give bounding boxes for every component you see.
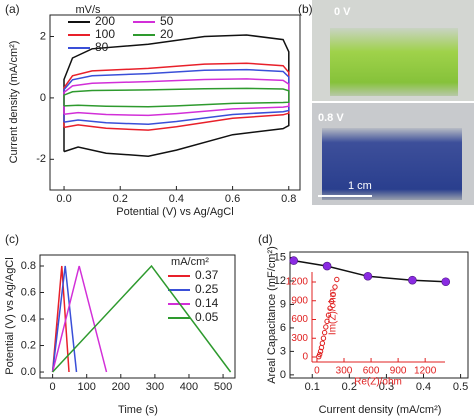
x-tick-label: 0.4: [416, 381, 431, 393]
data-point: [322, 261, 332, 271]
y-tick-label: 2: [40, 30, 46, 42]
data-point: [325, 312, 332, 318]
y-tick-label: 3: [280, 345, 286, 357]
panel-label: (a): [5, 2, 20, 16]
x-tick-label: 400: [180, 381, 198, 393]
y-tick-label: -2: [36, 153, 46, 165]
y-tick-label: 12: [274, 275, 286, 287]
x-tick-label: 0: [50, 381, 56, 393]
y-tick-label: 0: [302, 352, 308, 363]
y-tick-label: 0.2: [21, 339, 36, 351]
y-tick-label: 900: [291, 295, 308, 306]
panel-label: (d): [258, 232, 273, 246]
x-tick-label: 1200: [414, 366, 437, 377]
data-point: [323, 324, 329, 330]
series-line: [63, 78, 290, 117]
data-point: [319, 340, 326, 346]
x-tick-label: 0.1: [305, 381, 320, 393]
series-line: [51, 265, 108, 373]
series-line: [51, 265, 78, 373]
y-tick-label: 0.4: [21, 313, 36, 325]
legend-label: 0.14: [195, 296, 219, 310]
y-axis-label: Current density (mA/cm²): [8, 41, 20, 164]
legend-label: 0.25: [195, 282, 219, 296]
y-tick-label: 0: [280, 369, 286, 381]
series-line: [63, 87, 290, 108]
x-tick-label: 0.4: [169, 193, 184, 205]
y-tick-label: 0.8: [21, 260, 36, 272]
x-tick-label: 0.2: [342, 381, 357, 393]
photo-panel: (b) 0 V 0.8 V 1 cm: [298, 0, 474, 205]
panel-label: (c): [5, 232, 19, 246]
y-tick-label: 15: [274, 251, 286, 263]
legend-label: 200: [95, 14, 115, 28]
y-tick-label: 0.6: [21, 286, 36, 298]
series-line: [51, 265, 70, 373]
x-tick-label: 500: [214, 381, 232, 393]
legend-label: 100: [95, 27, 115, 41]
y-tick-label: 600: [291, 314, 308, 325]
legend-label: 80: [95, 40, 109, 54]
photo-green-jar: [330, 28, 458, 96]
series-line: [63, 62, 290, 131]
scale-label: 1 cm: [348, 180, 372, 192]
x-tick-label: 0.0: [56, 193, 71, 205]
data-point: [330, 291, 336, 298]
y-axis-label: Areal Capacitance (mF/cm²): [266, 246, 278, 384]
plot-frame: [39, 254, 236, 379]
x-axis-label: Time (s): [118, 404, 158, 416]
legend-title: mV/s: [75, 4, 101, 16]
x-tick-label: 600: [363, 366, 380, 377]
x-tick-label: 0.6: [225, 193, 240, 205]
plot-frame: [49, 14, 301, 191]
y-axis-label: Im(Z)/ohm: [328, 289, 339, 335]
data-point: [321, 329, 328, 336]
x-tick-label: 900: [390, 366, 407, 377]
y-axis-label: Potential (V) vs Ag/AgCl: [4, 257, 16, 374]
data-point: [408, 275, 417, 285]
data-point: [441, 277, 451, 287]
data-point: [324, 318, 330, 325]
data-point: [334, 276, 340, 283]
data-point: [289, 256, 299, 265]
plot-frame: [289, 251, 469, 379]
photo-top-label: 0 V: [334, 6, 351, 18]
data-point: [316, 351, 323, 358]
x-tick-label: 300: [146, 381, 164, 393]
series-line: [63, 34, 290, 157]
x-axis-label: Current density (mA/cm²): [319, 404, 442, 416]
panel-label: (b): [298, 2, 313, 16]
y-tick-label: 9: [280, 298, 286, 310]
y-tick-label: 0.0: [21, 366, 36, 378]
y-tick-label: 1200: [286, 277, 309, 288]
series-line: [52, 264, 232, 373]
data-point: [327, 305, 333, 311]
x-tick-label: 0.5: [453, 381, 468, 393]
data-point: [332, 284, 338, 290]
x-axis-label: Re(Z)/ohm: [354, 377, 402, 388]
x-tick-label: 0.2: [113, 193, 128, 205]
x-tick-label: 100: [78, 381, 96, 393]
legend-label: 50: [160, 14, 174, 28]
legend-label: 20: [160, 27, 174, 41]
legend-label: 0.05: [195, 310, 219, 324]
legend-label: 0.37: [195, 268, 219, 282]
x-tick-label: 0: [314, 366, 320, 377]
legend-title: mA/cm²: [171, 256, 209, 268]
y-tick-label: 300: [291, 333, 308, 344]
x-axis-label: Potential (V) vs Ag/AgCl: [116, 206, 233, 218]
y-tick-label: 6: [280, 322, 286, 334]
y-tick-label: 0: [40, 92, 46, 104]
photo-blue-jar: [322, 128, 462, 200]
data-point: [320, 335, 327, 341]
data-point: [363, 271, 373, 281]
series-line: [63, 68, 290, 126]
x-tick-label: 200: [112, 381, 130, 393]
x-tick-label: 0.3: [379, 381, 394, 393]
x-tick-label: 300: [336, 366, 353, 377]
data-point: [328, 298, 335, 305]
photo-bottom-label: 0.8 V: [318, 112, 344, 124]
x-tick-label: 0.8: [281, 193, 296, 205]
